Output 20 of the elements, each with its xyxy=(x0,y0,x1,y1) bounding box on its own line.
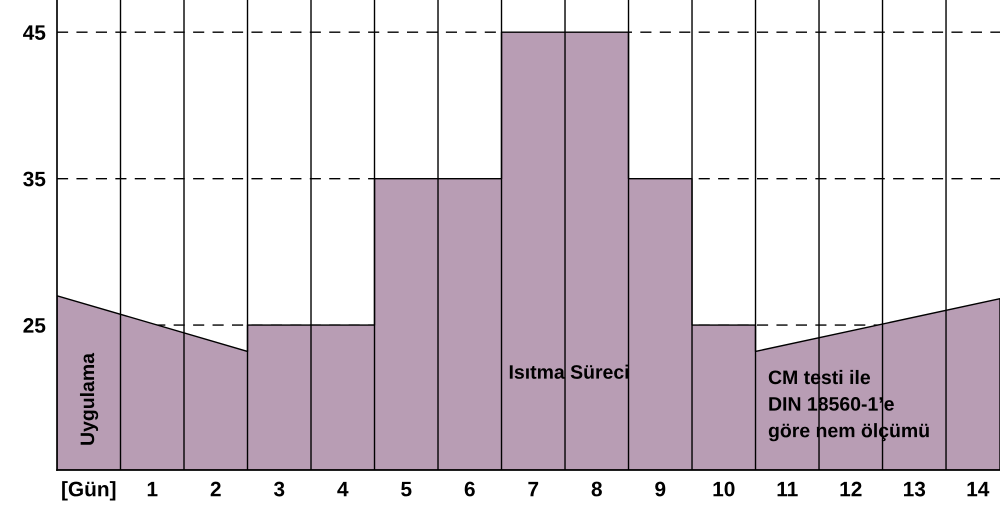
y-tick-label: 45 xyxy=(23,25,46,40)
x-tick-label: 9 xyxy=(655,482,666,496)
annotation: Uygulama xyxy=(80,352,98,445)
x-tick-label: 14 xyxy=(968,482,990,496)
x-tick-label: 12 xyxy=(840,482,862,496)
y-tick-label: 25 xyxy=(23,318,46,333)
x-tick-label: 5 xyxy=(401,482,412,496)
x-tick-label: 6 xyxy=(464,482,475,496)
x-tick-label: 8 xyxy=(592,482,602,496)
x-tick-label: 4 xyxy=(337,482,348,496)
x-tick-label: 10 xyxy=(713,482,734,496)
x-tick-label: 1 xyxy=(148,482,158,496)
x-tick-label: [Gün] xyxy=(62,481,116,501)
x-tick-label: 3 xyxy=(274,482,284,496)
x-tick-label: 13 xyxy=(904,482,926,496)
annotation: Isıtma Süreci xyxy=(510,364,628,379)
x-tick-label: 11 xyxy=(778,482,798,496)
x-tick-label: 2 xyxy=(210,482,221,496)
y-tick-label: 35 xyxy=(23,172,46,186)
x-tick-label: 7 xyxy=(528,482,538,496)
